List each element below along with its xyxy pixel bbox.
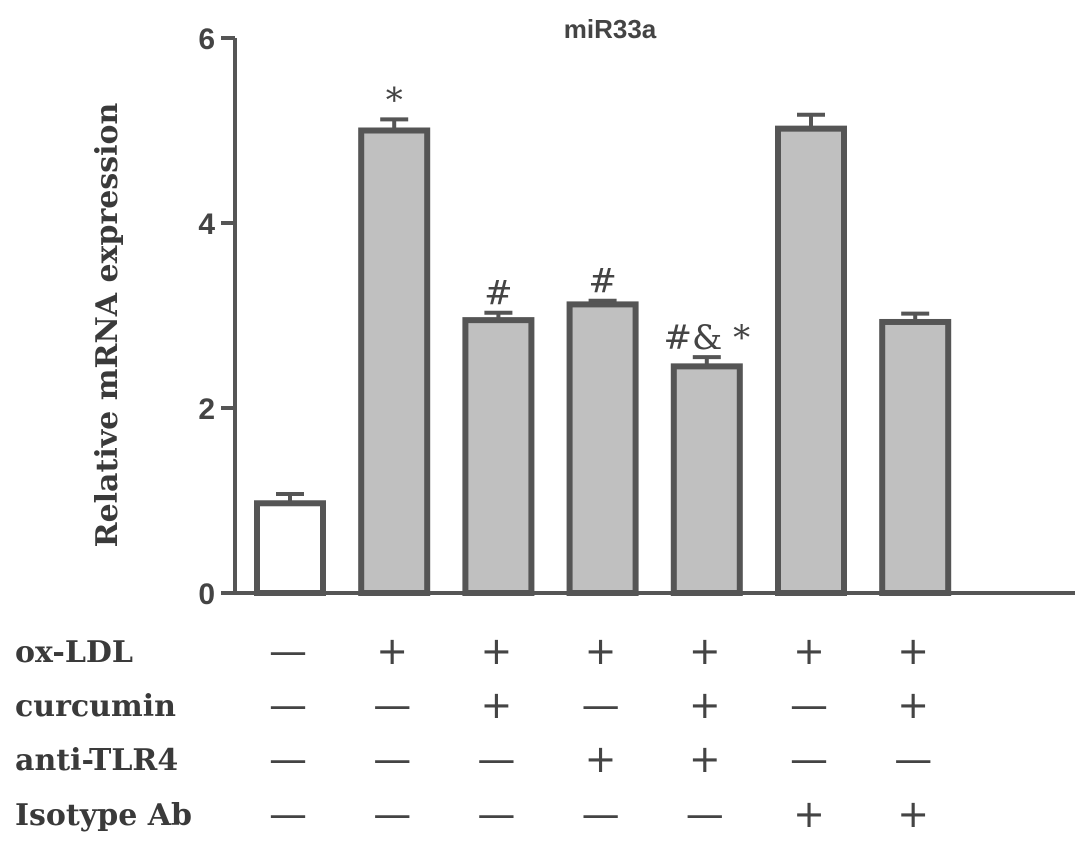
minus-sign: — [269, 683, 307, 727]
y-tick-label: 4 [198, 208, 215, 241]
plus-sign: + [376, 629, 408, 673]
plus-sign: + [585, 629, 617, 673]
minus-sign: — [373, 792, 411, 836]
plus-sign: + [689, 683, 721, 727]
condition-label: Isotype Ab [15, 798, 192, 833]
bar [566, 301, 639, 596]
condition-label: curcumin [15, 689, 176, 724]
plus-sign: + [897, 792, 929, 836]
plus-sign: + [897, 629, 929, 673]
minus-sign: — [477, 792, 515, 836]
condition-table: ox-LDL — + + + + + + curcumin — — + — + — + anti-TLR4 — — —… [15, 629, 932, 836]
minus-sign: — [686, 792, 724, 836]
minus-sign: — [269, 629, 307, 673]
minus-sign: — [373, 683, 411, 727]
significance-annotation: #& * [664, 318, 751, 358]
plus-sign: + [480, 629, 512, 673]
plus-sign: + [689, 737, 721, 781]
bar [462, 317, 535, 596]
condition-label: ox-LDL [15, 635, 133, 670]
condition-label: anti-TLR4 [15, 743, 178, 778]
minus-sign: — [477, 737, 515, 781]
significance-annotation: # [588, 262, 617, 302]
minus-sign: — [790, 683, 828, 727]
bars: * # # #& * [254, 80, 952, 596]
minus-sign: — [269, 737, 307, 781]
minus-sign: — [373, 737, 411, 781]
plus-sign: + [689, 629, 721, 673]
minus-sign: — [894, 737, 932, 781]
chart-title: miR33a [564, 14, 657, 44]
significance-annotation: * [386, 80, 403, 120]
minus-sign: — [790, 737, 828, 781]
plus-sign: + [793, 792, 825, 836]
bar [358, 127, 431, 596]
plus-sign: + [793, 629, 825, 673]
bar [879, 318, 952, 596]
bar [670, 363, 743, 596]
bar [775, 125, 847, 596]
minus-sign: — [582, 683, 620, 727]
plus-sign: + [897, 683, 929, 727]
y-tick-label: 2 [198, 393, 215, 426]
minus-sign: — [269, 792, 307, 836]
plus-sign: + [585, 737, 617, 781]
y-tick-label: 6 [198, 23, 215, 56]
bar [254, 500, 326, 596]
plus-sign: + [480, 683, 512, 727]
y-tick-label: 0 [198, 578, 215, 611]
y-axis-label: Relative mRNA expression [90, 102, 125, 547]
minus-sign: — [582, 792, 620, 836]
significance-annotation: # [484, 274, 513, 314]
